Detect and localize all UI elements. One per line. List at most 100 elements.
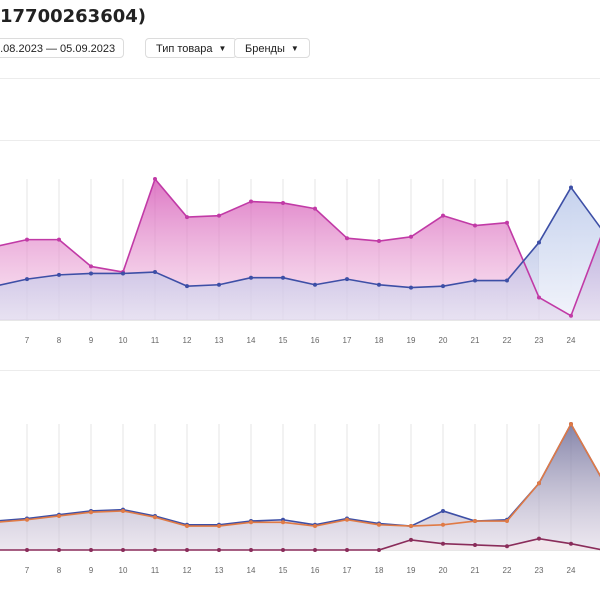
data-point[interactable] <box>377 522 381 527</box>
data-point[interactable] <box>57 513 61 518</box>
x-tick-label: 23 <box>535 336 544 345</box>
data-point[interactable] <box>217 524 221 529</box>
product-type-dropdown[interactable]: Тип товара ▼ <box>145 38 238 58</box>
data-point[interactable] <box>441 522 445 527</box>
data-point[interactable] <box>25 548 29 552</box>
brands-dropdown[interactable]: Бренды ▼ <box>234 38 310 58</box>
data-point[interactable] <box>89 510 93 515</box>
data-point[interactable] <box>57 237 61 242</box>
data-point[interactable] <box>313 548 317 552</box>
x-tick-label: 7 <box>25 336 30 345</box>
x-tick-label: 20 <box>439 566 448 575</box>
data-point[interactable] <box>121 508 125 513</box>
data-point[interactable] <box>217 282 221 287</box>
data-point[interactable] <box>377 282 381 287</box>
data-point[interactable] <box>185 548 189 552</box>
data-point[interactable] <box>217 213 221 218</box>
x-tick-label: 21 <box>471 566 480 575</box>
data-point[interactable] <box>345 517 349 522</box>
data-point[interactable] <box>409 285 413 290</box>
data-point[interactable] <box>313 524 317 529</box>
data-point[interactable] <box>281 275 285 280</box>
data-point[interactable] <box>409 524 413 529</box>
data-point[interactable] <box>25 517 29 522</box>
data-point[interactable] <box>473 278 477 283</box>
data-point[interactable] <box>569 541 573 546</box>
data-point[interactable] <box>345 236 349 241</box>
data-point[interactable] <box>89 271 93 276</box>
data-point[interactable] <box>409 537 413 542</box>
data-point[interactable] <box>441 541 445 546</box>
x-tick-label: 9 <box>89 336 94 345</box>
x-tick-label: 11 <box>151 566 160 575</box>
section-divider <box>0 78 600 79</box>
data-point[interactable] <box>281 520 285 525</box>
data-point[interactable] <box>153 515 157 520</box>
series-area <box>0 538 600 550</box>
data-point[interactable] <box>441 284 445 289</box>
data-point[interactable] <box>281 548 285 552</box>
data-point[interactable] <box>505 220 509 225</box>
data-point[interactable] <box>185 284 189 289</box>
data-point[interactable] <box>281 200 285 205</box>
data-point[interactable] <box>153 548 157 552</box>
x-tick-label: 19 <box>407 336 416 345</box>
data-point[interactable] <box>345 277 349 282</box>
data-point[interactable] <box>89 548 93 552</box>
data-point[interactable] <box>473 223 477 228</box>
data-point[interactable] <box>569 313 573 318</box>
data-point[interactable] <box>313 206 317 211</box>
data-point[interactable] <box>249 520 253 525</box>
data-point[interactable] <box>345 548 349 552</box>
x-tick-label: 14 <box>247 566 256 575</box>
data-point[interactable] <box>537 295 541 300</box>
chart-top-border <box>0 370 600 371</box>
data-point[interactable] <box>441 508 445 513</box>
series-area <box>0 424 600 550</box>
data-point[interactable] <box>89 264 93 269</box>
data-point[interactable] <box>569 422 573 426</box>
x-tick-label: 22 <box>503 566 512 575</box>
data-point[interactable] <box>185 215 189 220</box>
data-point[interactable] <box>217 548 221 552</box>
data-point[interactable] <box>25 237 29 242</box>
area-chart-1: 7891011121314151617181920212223242 <box>0 177 600 345</box>
data-point[interactable] <box>473 542 477 547</box>
data-point[interactable] <box>25 277 29 282</box>
data-point[interactable] <box>569 185 573 190</box>
x-tick-label: 12 <box>183 336 192 345</box>
data-point[interactable] <box>153 270 157 275</box>
x-tick-label: 8 <box>57 566 62 575</box>
data-point[interactable] <box>505 278 509 283</box>
series-line <box>0 423 600 527</box>
date-range-picker[interactable]: 6.08.2023 — 05.09.2023 <box>0 38 124 58</box>
data-point[interactable] <box>409 234 413 239</box>
data-point[interactable] <box>57 548 61 552</box>
data-point[interactable] <box>249 548 253 552</box>
data-point[interactable] <box>505 519 509 524</box>
brands-label: Бренды <box>245 43 285 55</box>
data-point[interactable] <box>185 524 189 529</box>
data-point[interactable] <box>537 481 541 486</box>
data-point[interactable] <box>473 519 477 524</box>
data-point[interactable] <box>377 239 381 244</box>
data-point[interactable] <box>313 282 317 287</box>
data-point[interactable] <box>249 275 253 280</box>
caret-down-icon: ▼ <box>290 44 299 53</box>
filters-bar: 6.08.2023 — 05.09.2023 Тип товара ▼ Бренд… <box>0 38 600 58</box>
x-tick-label: 9 <box>89 566 94 575</box>
data-point[interactable] <box>537 240 541 245</box>
caret-down-icon: ▼ <box>218 44 227 53</box>
data-point[interactable] <box>153 177 157 181</box>
data-point[interactable] <box>121 548 125 552</box>
data-point[interactable] <box>249 199 253 204</box>
series-line <box>0 423 600 527</box>
data-point[interactable] <box>57 272 61 277</box>
x-tick-label: 24 <box>567 336 576 345</box>
data-point[interactable] <box>505 544 509 549</box>
data-point[interactable] <box>121 271 125 276</box>
data-point[interactable] <box>377 548 381 552</box>
data-point[interactable] <box>441 213 445 218</box>
data-point[interactable] <box>537 536 541 541</box>
